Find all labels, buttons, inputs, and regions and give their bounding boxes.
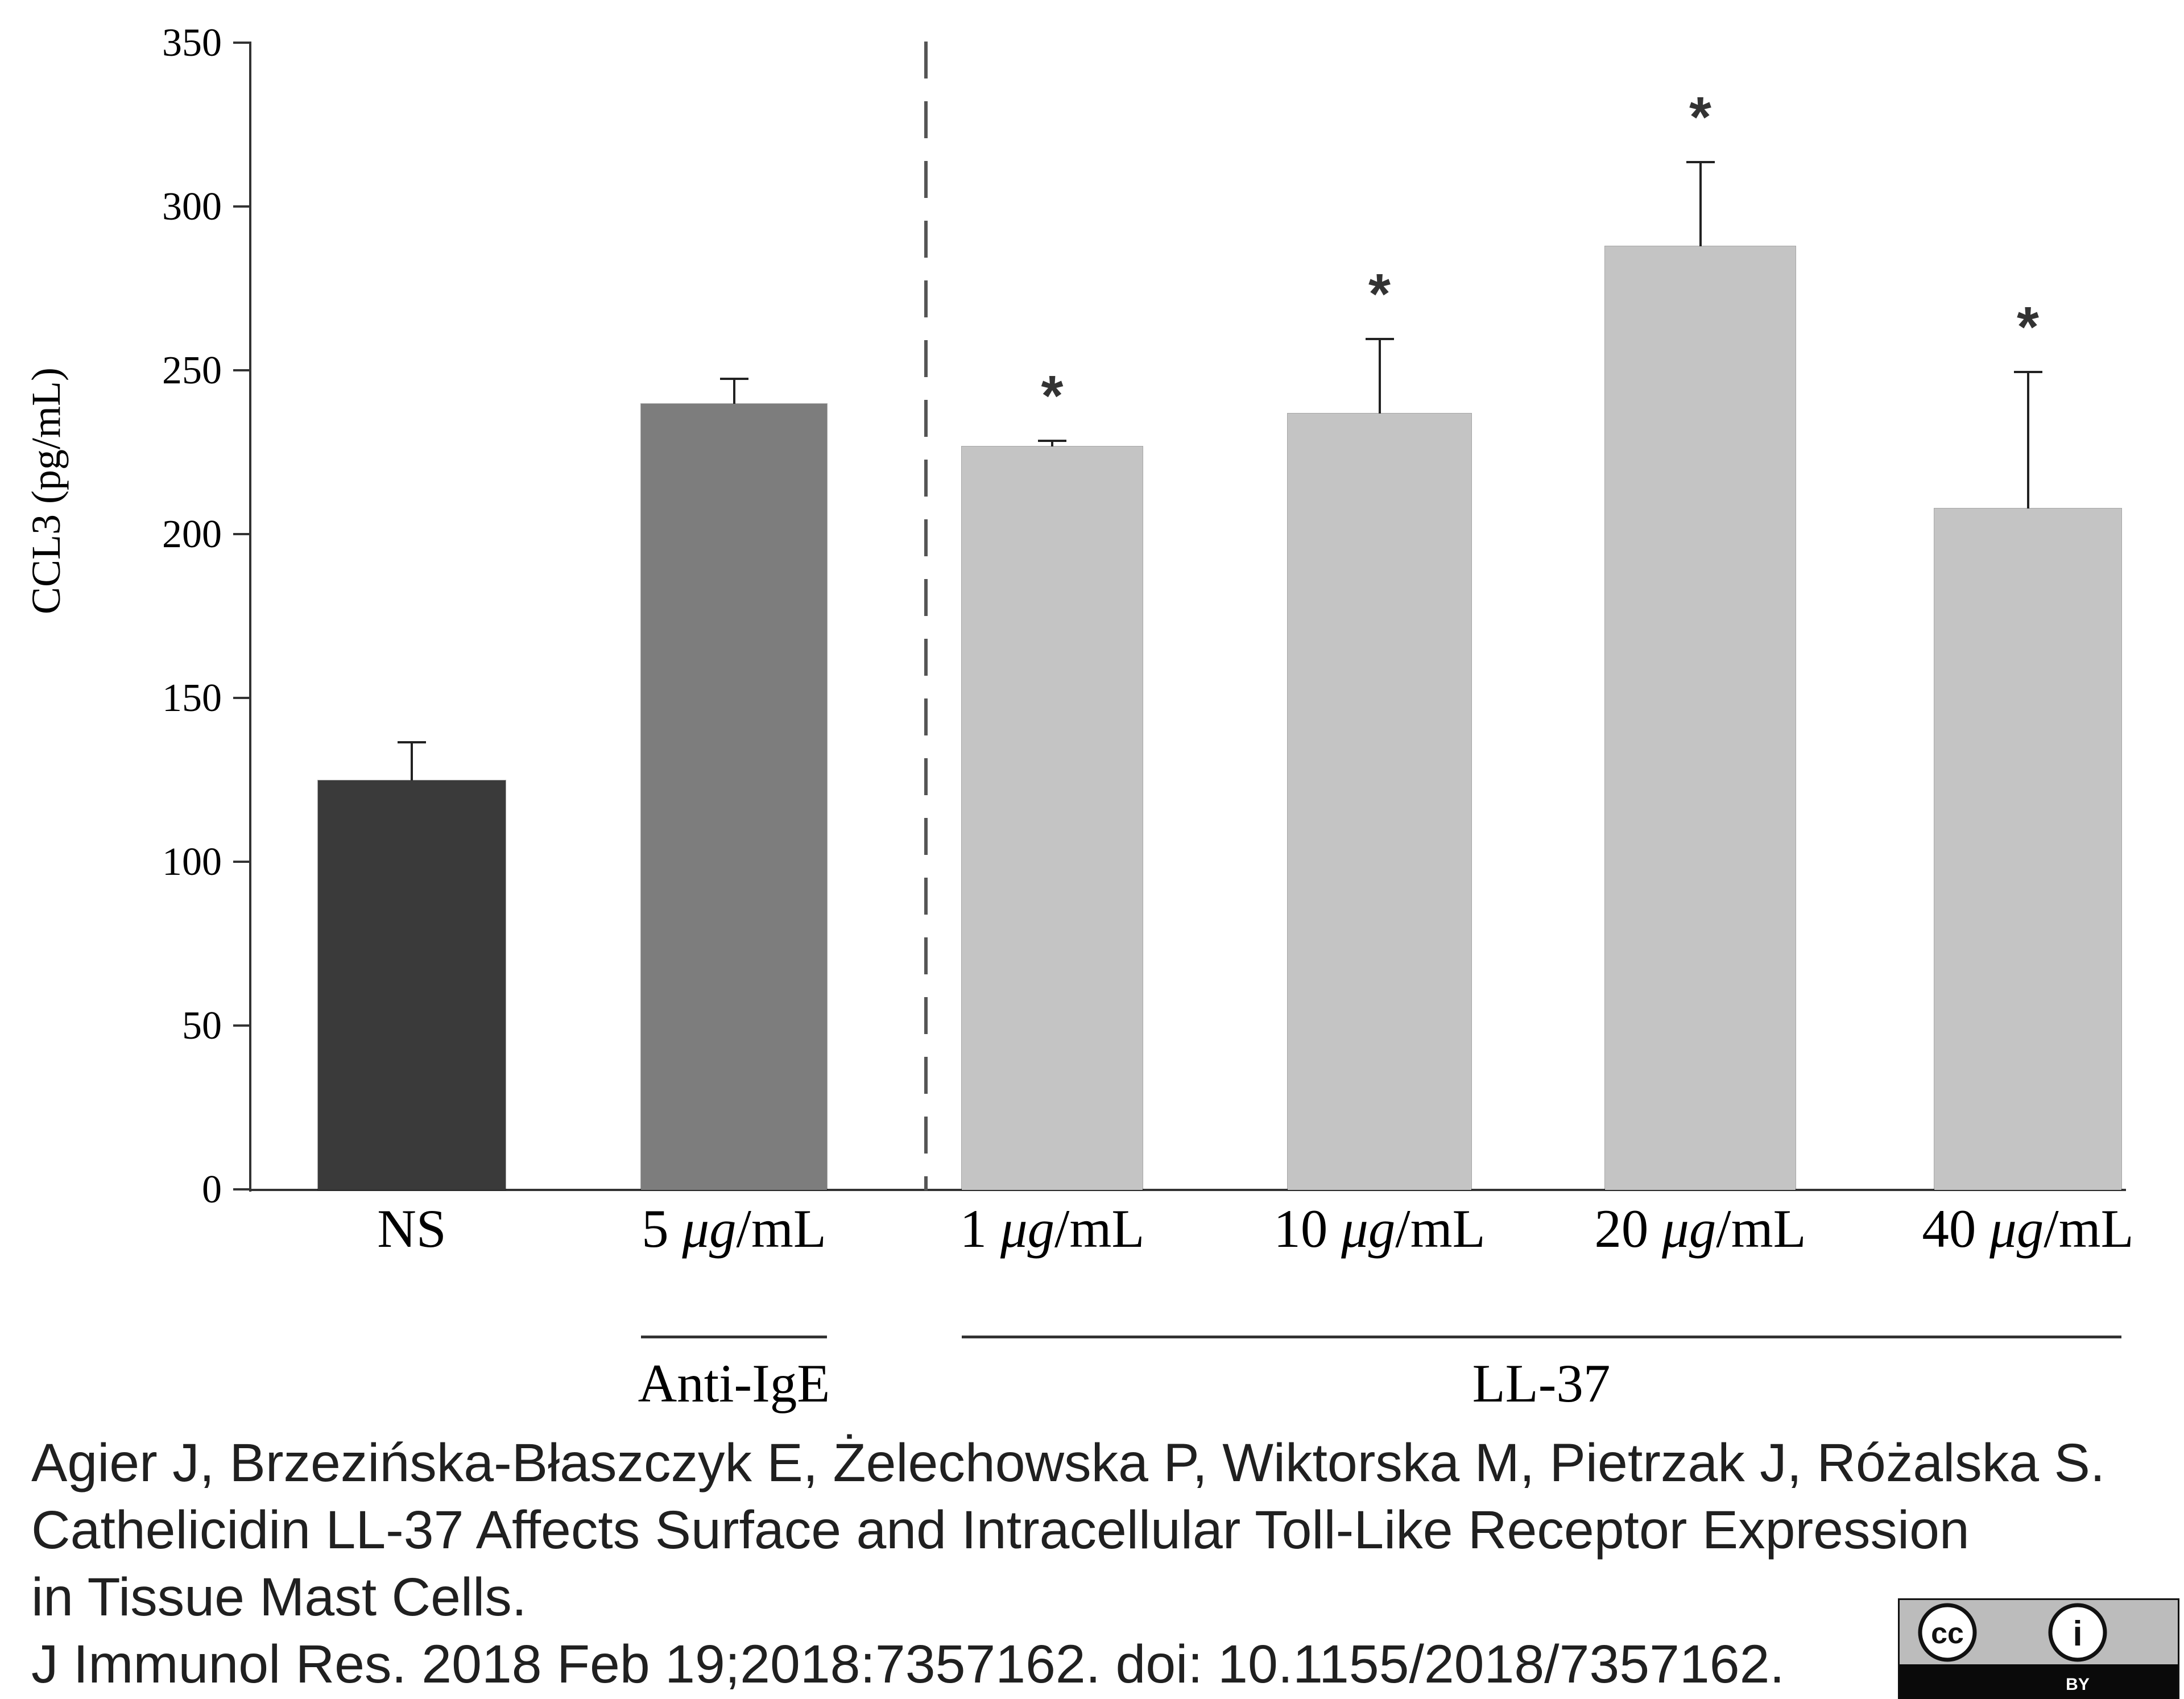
svg-text:i: i (2073, 1614, 2082, 1653)
svg-text:cc: cc (1931, 1617, 1964, 1650)
svg-text:BY: BY (2066, 1675, 2090, 1694)
